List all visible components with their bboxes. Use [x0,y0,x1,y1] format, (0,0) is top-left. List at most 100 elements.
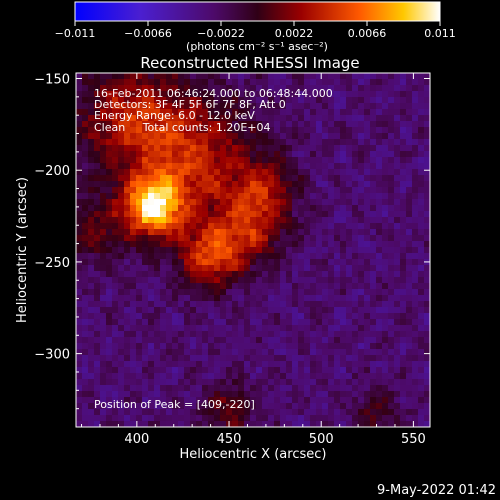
heatmap-cell [160,277,167,284]
heatmap-cell [352,109,359,116]
heatmap-cell [358,163,365,170]
heatmap-cell [220,325,227,332]
heatmap-cell [94,115,101,122]
heatmap-cell [88,85,95,92]
heatmap-cell [94,181,101,188]
heatmap-cell [370,139,377,146]
heatmap-cell [364,241,371,248]
heatmap-cell [112,265,119,272]
heatmap-cell [190,289,197,296]
heatmap-cell [256,79,263,86]
heatmap-cell [220,181,227,188]
heatmap-cell [298,73,305,80]
heatmap-cell [184,325,191,332]
heatmap-cell [280,247,287,254]
heatmap-cell [262,379,269,386]
heatmap-cell [352,73,359,80]
heatmap-cell [166,205,173,212]
heatmap-cell [262,355,269,362]
heatmap-cell [226,127,233,134]
heatmap-cell [292,91,299,98]
heatmap-cell [382,355,389,362]
heatmap-cell [172,367,179,374]
heatmap-cell [352,121,359,128]
heatmap-cell [232,295,239,302]
heatmap-cell [316,247,323,254]
heatmap-cell [292,169,299,176]
heatmap-cell [166,421,173,427]
heatmap-cell [388,331,395,338]
heatmap-cell [202,301,209,308]
heatmap-cell [292,253,299,260]
heatmap-cell [250,193,257,200]
heatmap-cell [292,337,299,344]
heatmap-cell [274,307,281,314]
heatmap-cell [310,187,317,194]
heatmap-image [76,73,430,427]
heatmap-cell [214,259,221,266]
heatmap-cell [118,169,125,176]
heatmap-cell [268,421,275,427]
heatmap-cell [364,211,371,218]
heatmap-cell [328,91,335,98]
heatmap-cell [322,283,329,290]
heatmap-cell [334,133,341,140]
heatmap-cell [328,175,335,182]
heatmap-cell [310,73,317,80]
heatmap-cell [118,283,125,290]
heatmap-cell [238,205,245,212]
heatmap-cell [112,217,119,224]
heatmap-cell [232,247,239,254]
heatmap-cell [130,271,137,278]
heatmap-cell [418,313,425,320]
heatmap-cell [400,157,407,164]
heatmap-cell [292,295,299,302]
heatmap-cell [76,421,83,427]
heatmap-cell [370,289,377,296]
heatmap-cell [220,73,227,80]
heatmap-cell [322,73,329,80]
heatmap-cell [394,97,401,104]
heatmap-cell [220,271,227,278]
heatmap-cell [400,319,407,326]
heatmap-cell [370,349,377,356]
heatmap-cell [382,295,389,302]
heatmap-cell [268,343,275,350]
heatmap-cell [370,133,377,140]
heatmap-cell [100,205,107,212]
heatmap-cell [232,421,239,427]
heatmap-cell [244,319,251,326]
heatmap-cell [412,415,419,422]
heatmap-cell [82,121,89,128]
heatmap-cell [112,397,119,404]
heatmap-cell [364,145,371,152]
heatmap-cell [166,181,173,188]
heatmap-cell [310,181,317,188]
heatmap-cell [310,343,317,350]
heatmap-cell [268,391,275,398]
heatmap-cell [154,373,161,380]
heatmap-cell [280,289,287,296]
heatmap-cell [262,109,269,116]
heatmap-cell [172,301,179,308]
heatmap-cell [328,385,335,392]
colorbar-tick-label: −0.0066 [124,27,172,40]
heatmap-cell [190,187,197,194]
heatmap-cell [376,85,383,92]
heatmap-cell [76,139,83,146]
heatmap-cell [184,157,191,164]
heatmap-cell [262,385,269,392]
heatmap-cell [88,361,95,368]
heatmap-cell [208,289,215,296]
heatmap-cell [394,337,401,344]
heatmap-cell [94,199,101,206]
heatmap-cell [298,337,305,344]
heatmap-cell [214,133,221,140]
heatmap-cell [196,97,203,104]
heatmap-cell [406,145,413,152]
heatmap-cell [370,229,377,236]
heatmap-cell [148,79,155,86]
heatmap-cell [178,169,185,176]
heatmap-cell [298,361,305,368]
heatmap-cell [244,325,251,332]
